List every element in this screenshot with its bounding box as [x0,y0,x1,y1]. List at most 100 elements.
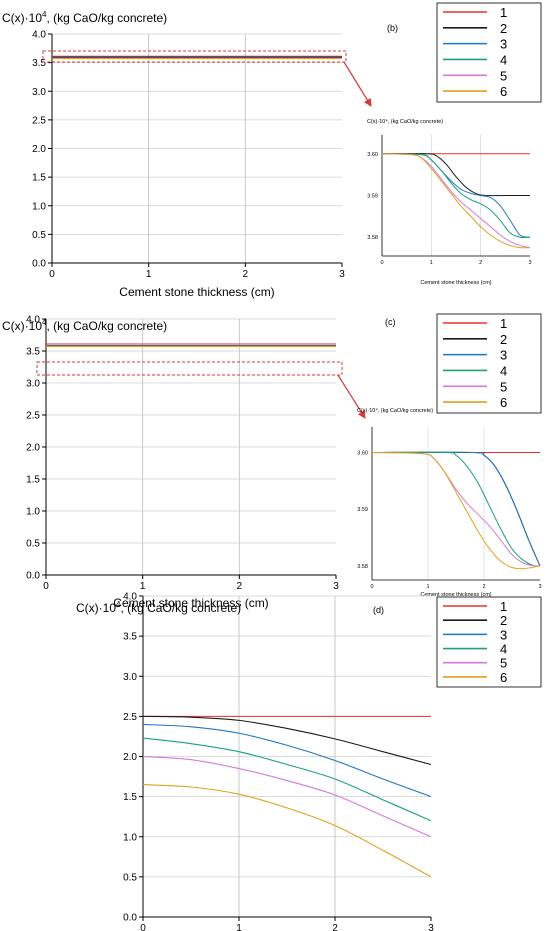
inset-series-line-4 [381,153,531,239]
inset-x-tick-label: 0 [370,584,373,590]
legend-box [436,596,542,688]
y-axis-label-sup: 4 [42,318,47,327]
legend-label-1: 1 [500,5,507,20]
y-tick-label: 2.5 [123,712,137,723]
series-line-4 [142,737,432,822]
y-tick-label: 3.5 [123,632,137,643]
x-tick-label: 0 [43,581,49,592]
x-tick-label: 3 [333,581,339,592]
inset-x-tick-label: 2 [479,260,482,266]
zoom-arrow [337,374,366,419]
legend-label-4: 4 [500,363,507,378]
y-axis-label-main: C(x)·10 [2,319,42,333]
y-axis-label-sup: 4 [116,600,121,609]
x-tick-label: 1 [146,269,152,280]
inset-series-line-4 [371,451,541,567]
inset-series-line-3 [371,451,541,567]
y-tick-label: 2.0 [26,443,40,454]
x-tick-label: 3 [339,269,345,280]
inset-series-line-2 [381,153,530,197]
y-tick-label: 0.5 [32,230,46,241]
inset-y-axis-label: C(x)·10⁴, (kg CaO/kg concrete) [357,407,433,414]
chart-panel-3: 0.00.51.01.52.02.53.03.54.00 1 2 3C(x)·104,… [76,592,542,931]
x-tick-label: 0 [49,269,55,280]
series-line-5 [142,755,432,838]
inset-x-tick-label: 2 [482,584,485,590]
y-tick-label: 0.0 [32,259,46,270]
y-tick-label: 0.0 [123,913,137,924]
legend-label-2: 2 [500,332,507,347]
panel-label: (c) [385,317,396,327]
y-axis-label-rest: , (kg CaO/kg concrete) [120,601,241,615]
inset-x-axis-label: Cement stone thickness (cm) [420,280,491,286]
x-tick-label: 2 [243,269,249,280]
y-axis-label-rest: , (kg CaO/kg concrete) [46,11,167,25]
y-tick-label: 1.0 [123,832,137,843]
y-tick-label: 4.0 [32,30,46,41]
legend-label-3: 3 [500,37,507,52]
legend-label-1: 1 [500,599,507,614]
series-line-3 [142,723,432,798]
inset-x-tick-label: 1 [426,584,429,590]
inset-y-tick-label: 3.59 [367,194,378,200]
inset-series-line-5 [381,153,531,249]
chart-panel-1: 0.00.51.01.52.02.53.03.54.00 1 2 3C(x)·104,… [2,2,542,299]
inset-y-tick-label: 3.58 [367,235,378,241]
y-tick-label: 2.5 [32,115,46,126]
panel-label: (d) [373,605,384,615]
legend-label-5: 5 [500,656,507,671]
inset-chart: 3.60 3.59 3.58 0 1 2 3 C(x)·10⁴, (kg CaO/kg con… [357,407,542,598]
legend-label-4: 4 [500,642,507,657]
inset-x-tick-label: 0 [380,260,383,266]
x-tick-label: 1 [140,581,146,592]
inset-x-tick-label: 3 [538,584,541,590]
y-tick-label: 4.0 [123,592,137,603]
inset-y-tick-label: 3.60 [367,152,378,158]
y-tick-label: 4.0 [26,315,40,326]
inset-series-line-6 [371,452,541,570]
legend-label-5: 5 [500,68,507,83]
x-tick-label: 0 [140,923,146,931]
series-line-6 [142,784,432,878]
inset-series-line-5 [371,452,541,567]
panel-label: (b) [387,23,398,33]
y-tick-label: 1.5 [123,792,137,803]
y-axis-label-main: C(x)·10 [2,11,42,25]
legend-label-6: 6 [500,395,507,410]
inset-series-line-2 [371,451,541,567]
x-tick-label: 3 [428,923,434,931]
y-tick-label: 1.5 [32,173,46,184]
chart-panel-2: 0.00.51.01.52.02.53.03.54.00 1 2 3C(x)·104,… [2,313,542,610]
inset-x-tick-label: 1 [430,260,433,266]
y-tick-label: 1.5 [26,475,40,486]
legend-label-6: 6 [500,84,507,99]
legend-box [436,313,542,414]
y-tick-label: 0.0 [26,571,40,582]
y-tick-label: 2.0 [123,752,137,763]
series-line-2 [142,715,432,766]
y-tick-label: 2.5 [26,411,40,422]
y-axis-label-main: C(x)·10 [76,601,116,615]
legend-label-1: 1 [500,316,507,331]
y-tick-label: 2.0 [32,144,46,155]
y-tick-label: 0.5 [123,872,137,883]
y-axis-label: C(x)·104, (kg CaO/kg concrete) [76,600,241,615]
y-tick-label: 3.5 [26,347,40,358]
zoom-highlight-box [36,361,343,376]
y-axis-label: C(x)·104, (kg CaO/kg concrete) [2,318,167,333]
inset-y-tick-label: 3.59 [357,507,368,513]
x-axis-label: Cement stone thickness (cm) [119,285,274,299]
y-axis-label: C(x)·104, (kg CaO/kg concrete) [2,10,167,25]
zoom-arrow [343,61,372,107]
legend-label-2: 2 [500,21,507,36]
inset-x-axis-label: Cement stone thickness (cm) [420,592,491,598]
x-tick-label: 1 [236,923,242,931]
y-tick-label: 3.5 [32,58,46,69]
inset-series-line-6 [381,153,531,249]
legend-label-2: 2 [500,613,507,628]
y-axis-label-sup: 4 [42,10,47,19]
y-tick-label: 3.0 [32,87,46,98]
